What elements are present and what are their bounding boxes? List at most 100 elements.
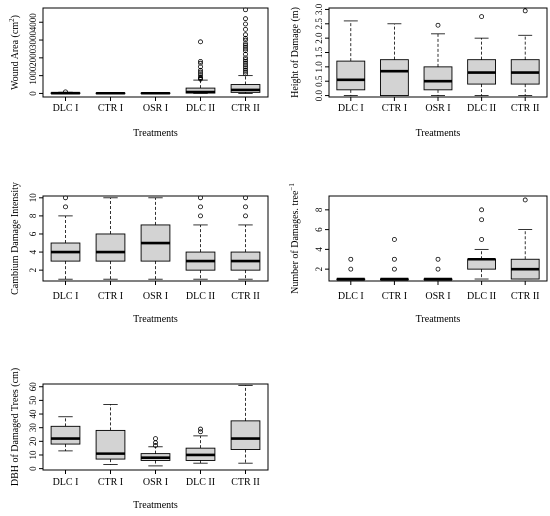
x-tick-label: OSR I [143, 291, 168, 302]
y-tick-label: 0.0 [314, 89, 324, 101]
outlier-point [243, 7, 248, 13]
outlier-point [153, 443, 158, 448]
outlier-point [243, 66, 248, 71]
box-ctr-i: CTR I [379, 237, 409, 302]
outlier-point [153, 440, 158, 446]
x-tick-label: CTR I [98, 291, 123, 302]
outlier-point [63, 195, 68, 201]
y-axis-label: Cambium Damage Intensity [10, 182, 21, 295]
outlier-point [243, 41, 248, 46]
y-tick-label: 4 [314, 247, 324, 252]
box-osr-i: OSR I [423, 22, 453, 114]
outlier-point [435, 256, 441, 262]
outlier-point [243, 60, 248, 66]
chart-panel-4: 2 4 6 8 Number of Damages. tree−1 DLC I CTR I O… [288, 183, 548, 325]
x-tick-label: CTR II [231, 103, 260, 114]
outlier-point [243, 16, 248, 22]
iqr-box [230, 84, 261, 93]
outlier-point [153, 436, 158, 442]
outlier-point [243, 51, 248, 57]
box-dlc-ii: DLC II [467, 207, 496, 302]
outlier-point [243, 69, 248, 75]
outlier-point [479, 207, 485, 213]
x-axis-title: Treatments [416, 128, 461, 139]
y-tick-label: 4 [28, 249, 38, 254]
outlier-point [198, 59, 203, 64]
outlier-point [243, 32, 248, 38]
y-tick-label: 2 [28, 268, 38, 273]
outlier-point [243, 44, 248, 50]
y-tick-label: 4000 [28, 13, 38, 32]
y-tick-label: 2.0 [314, 32, 324, 44]
outlier-point [243, 204, 248, 210]
x-tick-label: DLC II [467, 291, 496, 302]
y-tick-label: 10 [28, 193, 38, 203]
outlier-point [243, 35, 248, 41]
iqr-box [379, 59, 409, 97]
x-tick-label: DLC II [186, 477, 215, 488]
box-osr-i: OSR I [140, 91, 171, 114]
box-ctr-ii: CTR II [510, 197, 540, 302]
x-tick-label: DLC I [53, 103, 79, 114]
iqr-box [336, 60, 366, 91]
outlier-point [243, 26, 248, 32]
outlier-point [243, 67, 248, 73]
outlier-point [243, 213, 248, 219]
box-dlc-i: DLC I [336, 256, 366, 302]
outlier-point [198, 195, 203, 201]
box-ctr-ii: CTR II [230, 7, 261, 114]
box-dlc-i: DLC I [50, 89, 81, 114]
outlier-point [348, 266, 354, 272]
x-tick-label: DLC II [186, 103, 215, 114]
outlier-point [198, 213, 203, 219]
box-ctr-i: CTR I [95, 404, 126, 488]
box-ctr-i: CTR I [379, 23, 409, 114]
box-dlc-i: DLC I [50, 416, 81, 488]
outlier-point [63, 89, 68, 95]
y-tick-label: 0 [28, 91, 38, 96]
outlier-point [243, 71, 248, 77]
outlier-point [243, 62, 248, 68]
x-tick-label: CTR II [231, 477, 260, 488]
box-dlc-ii: DLC II [467, 14, 496, 114]
outlier-point [198, 39, 203, 45]
outlier-point [243, 55, 248, 61]
outlier-point [479, 217, 485, 223]
y-axis-label: Wound Area (cm2) [8, 15, 21, 90]
box-ctr-ii: CTR II [230, 384, 261, 488]
y-tick-label: 2 [314, 267, 324, 272]
x-axis-title: Treatments [416, 314, 461, 325]
outlier-point [391, 256, 397, 262]
x-axis-title: Treatments [133, 500, 178, 511]
y-tick-label: 8 [314, 207, 324, 212]
x-tick-label: OSR I [143, 477, 168, 488]
outlier-point [198, 64, 203, 70]
y-axis-label: Height of Damage (m) [290, 7, 301, 98]
outlier-point [243, 64, 248, 70]
x-tick-label: CTR I [382, 103, 407, 114]
box-dlc-ii: DLC II [185, 39, 216, 114]
outlier-point [198, 75, 203, 80]
x-tick-label: OSR I [143, 103, 168, 114]
y-tick-label: 0.5 [314, 75, 324, 87]
outlier-point [198, 69, 203, 75]
box-ctr-ii: CTR II [230, 195, 261, 302]
y-tick-label: 30 [28, 423, 38, 433]
outlier-point [243, 48, 248, 54]
y-tick-label: 20 [28, 436, 38, 446]
outlier-point [198, 71, 203, 77]
x-tick-label: CTR I [382, 291, 407, 302]
outlier-point [391, 266, 397, 272]
outlier-point [243, 21, 248, 27]
outlier-point [348, 256, 354, 262]
y-tick-label: 1.5 [314, 46, 324, 58]
chart-panel-2: 0.0 0.5 1.0 1.5 2.0 2.5 3.0 Height of Damage (m… [290, 3, 548, 139]
outlier-point [198, 426, 203, 432]
plot-frame [42, 7, 269, 98]
x-axis-title: Treatments [133, 314, 178, 325]
outlier-point [243, 42, 248, 48]
x-tick-label: DLC II [467, 103, 496, 114]
box-dlc-ii: DLC II [185, 195, 216, 302]
iqr-box [230, 420, 261, 450]
